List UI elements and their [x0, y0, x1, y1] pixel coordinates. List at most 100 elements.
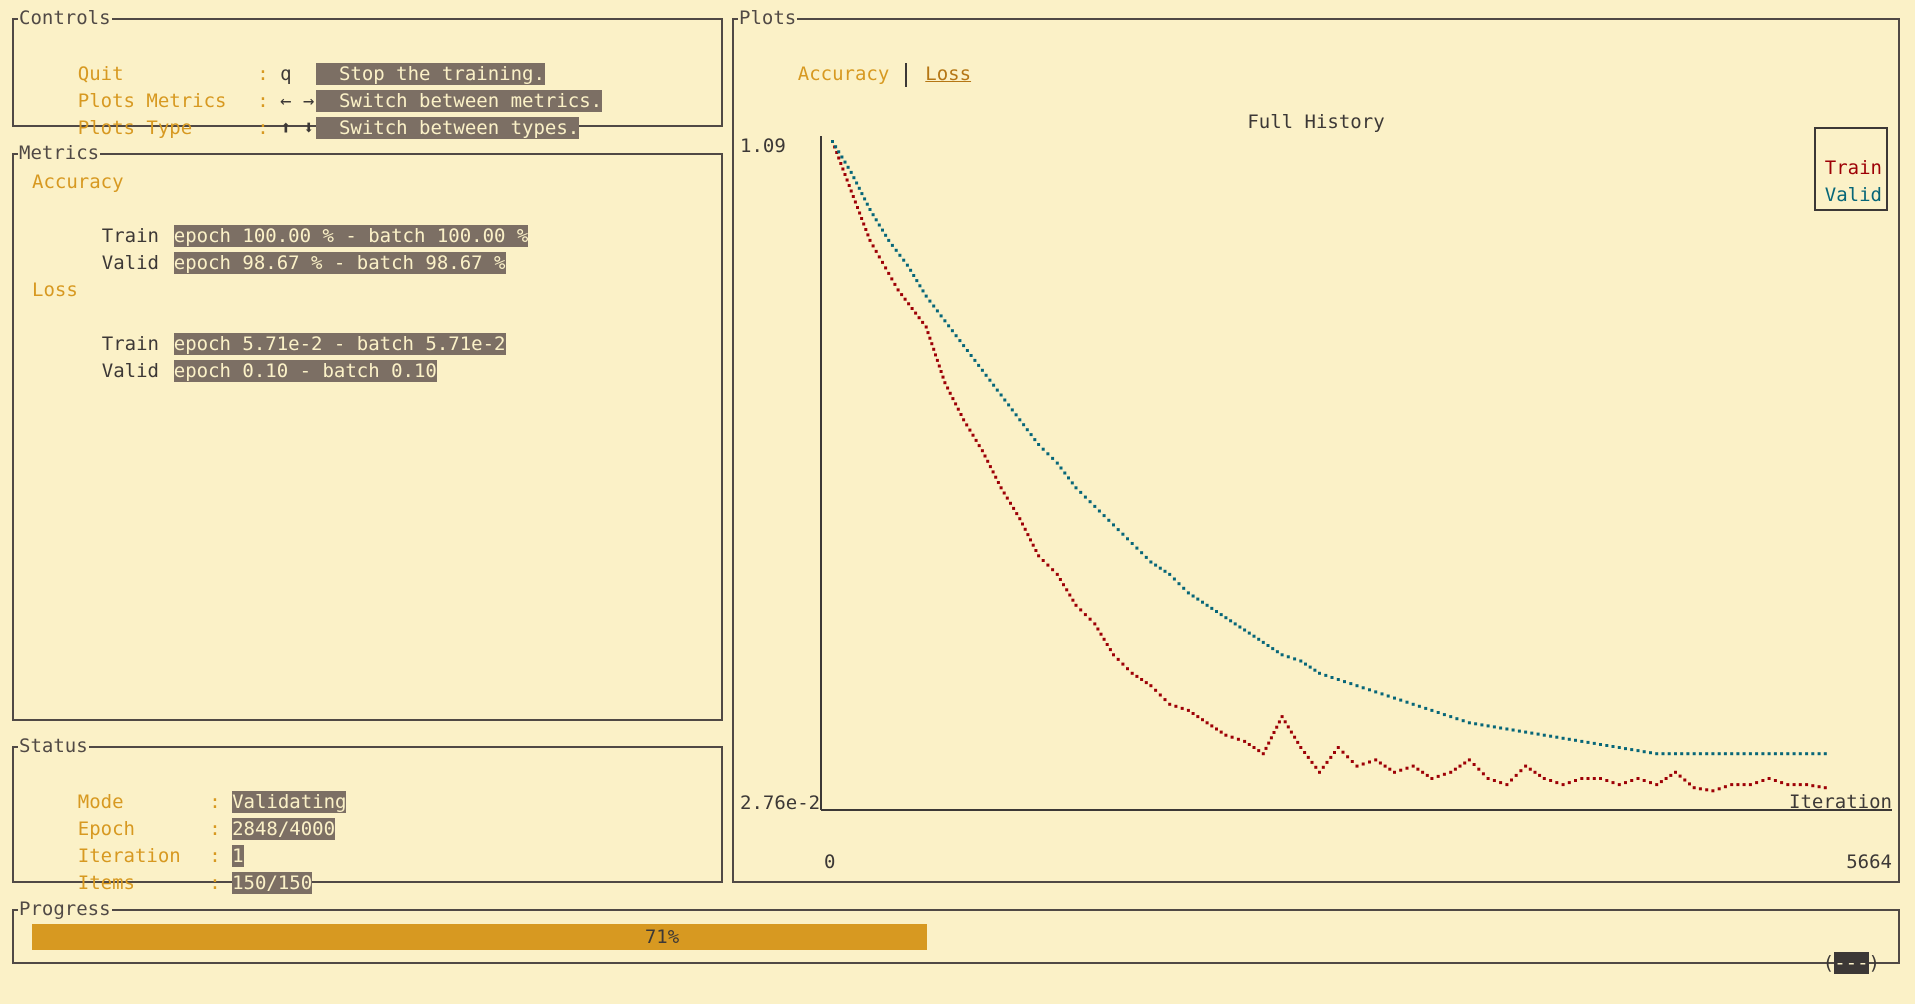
data-point-trail: [907, 302, 911, 306]
data-point: [1243, 739, 1247, 743]
data-point-trail: [1088, 617, 1092, 621]
data-point: [1149, 560, 1153, 564]
data-point-trail: [862, 222, 866, 226]
data-point-trail: [1659, 780, 1663, 784]
data-point-trail: [1023, 527, 1027, 531]
data-point: [1093, 622, 1097, 626]
progress-bar-fill: [32, 924, 927, 950]
data-point: [1711, 789, 1715, 793]
data-point-trail: [1059, 466, 1063, 470]
data-point-trail: [898, 253, 902, 257]
tab-loss[interactable]: Loss: [925, 63, 972, 85]
data-point-trail: [910, 307, 914, 310]
data-point: [849, 170, 853, 174]
data-point-trail: [1269, 736, 1273, 740]
tab-accuracy[interactable]: Accuracy: [797, 63, 890, 85]
data-point-trail: [1399, 698, 1403, 702]
data-point-trail: [840, 155, 844, 159]
data-point-trail: [939, 370, 943, 373]
data-point-trail: [1079, 490, 1083, 494]
data-point-trail: [1592, 777, 1596, 780]
data-point-trail: [835, 151, 839, 154]
progress-title: Progress: [18, 896, 112, 923]
data-point-trail: [1661, 752, 1665, 756]
data-point: [1599, 743, 1602, 746]
data-point: [962, 344, 966, 348]
data-point: [1786, 752, 1790, 756]
data-point-trail: [864, 228, 868, 231]
data-point-trail: [1761, 752, 1765, 756]
data-point-trail: [1605, 779, 1609, 782]
data-point-trail: [890, 277, 894, 281]
tab-separator: [905, 62, 908, 87]
data-point: [1655, 783, 1659, 787]
data-point: [1486, 777, 1490, 780]
data-point-trail: [1079, 608, 1083, 612]
data-point-trail: [1065, 588, 1069, 592]
data-point-trail: [909, 268, 913, 272]
data-point-trail: [1247, 631, 1251, 635]
control-key: ← →: [280, 90, 315, 112]
data-point-trail: [1096, 627, 1100, 631]
data-point-trail: [874, 218, 878, 222]
data-point-trail: [1210, 606, 1214, 610]
data-point-trail: [1140, 678, 1144, 681]
data-point-trail: [971, 433, 975, 437]
data-point-trail: [1361, 762, 1365, 766]
data-point-trail: [977, 363, 981, 367]
data-point-trail: [914, 311, 918, 315]
data-point-trail: [1158, 566, 1162, 570]
data-point-trail: [1163, 569, 1167, 573]
data-point-trail: [1102, 514, 1106, 518]
data-point-trail: [1177, 582, 1181, 586]
data-point-trail: [948, 391, 952, 395]
data-point: [1205, 721, 1209, 725]
data-point-trail: [1154, 688, 1158, 692]
data-point-trail: [1380, 692, 1384, 696]
data-point: [1467, 721, 1471, 725]
data-point-trail: [988, 378, 992, 382]
data-point-trail: [1010, 408, 1014, 412]
data-point: [1692, 752, 1696, 756]
status-value: 1: [232, 845, 244, 867]
data-point-trail: [1230, 735, 1234, 739]
data-point: [1355, 764, 1359, 768]
data-point-trail: [1247, 743, 1251, 746]
data-point-trail: [994, 475, 998, 479]
data-point-trail: [1536, 732, 1540, 736]
data-point-trail: [1386, 694, 1390, 698]
data-point: [1599, 777, 1602, 780]
data-point-trail: [1742, 752, 1746, 756]
data-point-trail: [1499, 781, 1503, 785]
data-point-trail: [890, 243, 894, 247]
data-point: [1205, 603, 1209, 607]
data-point-trail: [930, 342, 934, 346]
data-point-trail: [1304, 662, 1307, 666]
data-point-trail: [1755, 752, 1759, 756]
data-point-trail: [1555, 735, 1559, 739]
eta-value: ---: [1834, 952, 1869, 974]
data-point-trail: [921, 289, 925, 293]
data-point: [980, 449, 984, 453]
data-point: [1636, 749, 1640, 753]
data-point-trail: [847, 184, 851, 187]
data-point-trail: [884, 266, 888, 270]
data-point-trail: [1210, 724, 1214, 728]
loss-heading: Loss: [32, 279, 78, 301]
data-point-trail: [956, 407, 960, 411]
data-point: [1374, 758, 1378, 762]
data-point-trail: [934, 353, 937, 357]
data-point-trail: [1062, 583, 1065, 587]
data-point-trail: [839, 162, 843, 165]
data-point: [1711, 752, 1715, 756]
data-point-trail: [1549, 734, 1553, 738]
data-point: [1411, 764, 1415, 768]
status-label: Items: [77, 872, 135, 894]
data-point-trail: [912, 274, 916, 277]
data-point-trail: [1286, 725, 1290, 729]
data-point-trail: [1436, 711, 1440, 714]
data-point-trail: [1102, 637, 1106, 641]
data-point-trail: [1780, 752, 1784, 756]
data-point-trail: [917, 316, 921, 320]
data-point-trail: [1029, 433, 1033, 437]
